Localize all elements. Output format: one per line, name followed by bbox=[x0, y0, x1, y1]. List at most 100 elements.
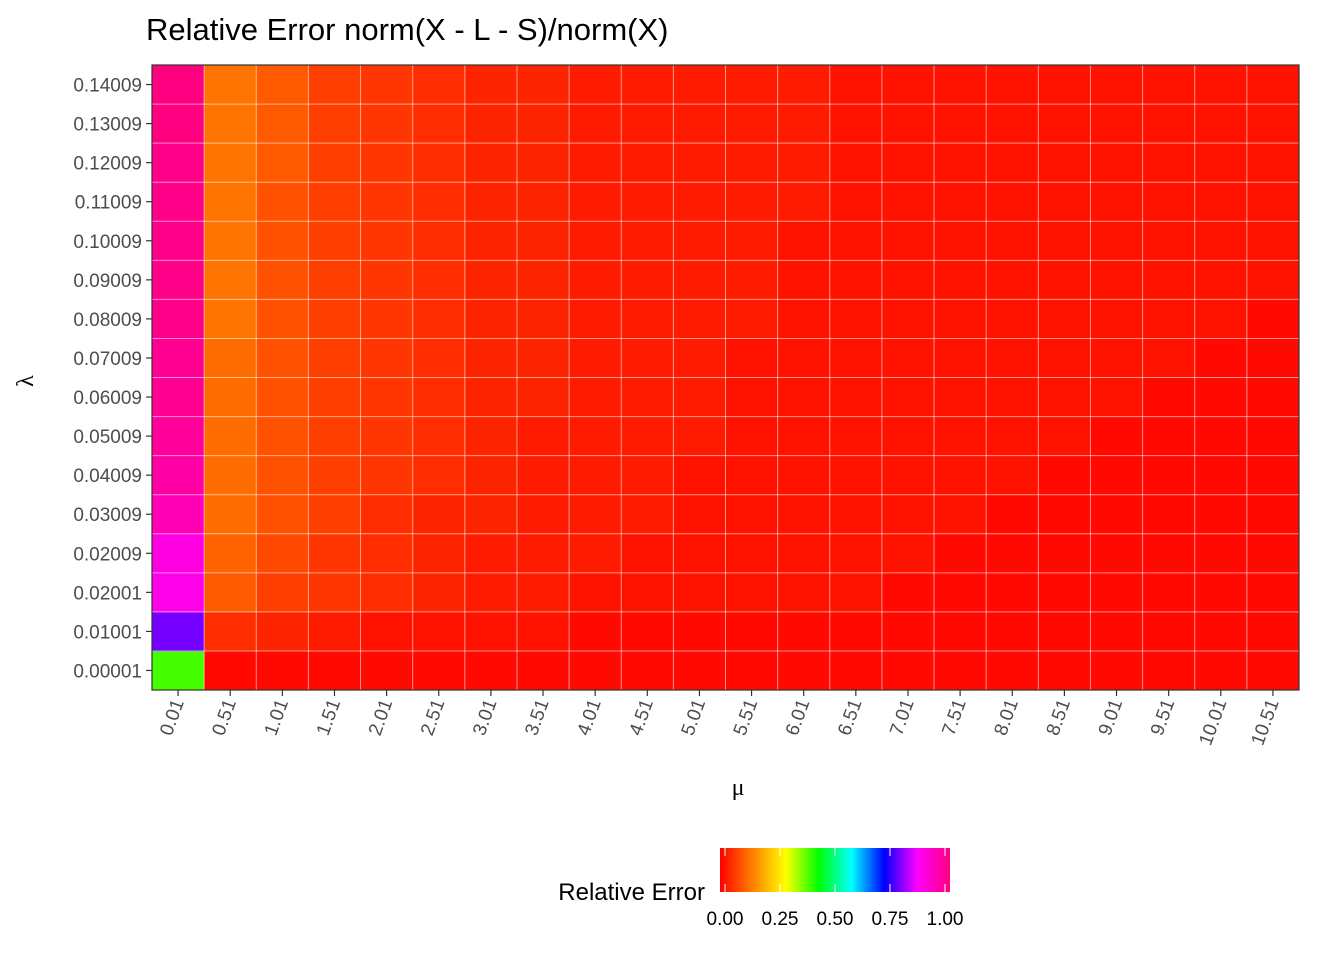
heatmap-cell bbox=[1142, 494, 1196, 535]
heatmap-cell bbox=[829, 572, 883, 613]
heatmap-cell bbox=[256, 104, 309, 144]
heatmap-cell bbox=[464, 533, 518, 574]
y-tick-label: 0.12009 bbox=[73, 154, 142, 175]
heatmap-cell bbox=[360, 143, 414, 183]
heatmap-cell bbox=[934, 650, 987, 691]
heatmap-cell bbox=[777, 299, 831, 339]
heatmap-cell bbox=[1142, 611, 1196, 652]
heatmap-cell bbox=[673, 143, 726, 183]
heatmap-cell bbox=[881, 377, 935, 418]
heatmap-cell bbox=[308, 65, 362, 105]
heatmap-cell bbox=[412, 377, 466, 418]
heatmap-cell bbox=[464, 650, 518, 691]
heatmap-cell bbox=[152, 650, 205, 691]
heatmap-cell bbox=[881, 416, 935, 457]
heatmap-cell bbox=[829, 494, 883, 535]
heatmap-cell bbox=[152, 611, 205, 652]
heatmap-cell bbox=[412, 455, 466, 496]
heatmap-cell bbox=[934, 611, 987, 652]
heatmap-cell bbox=[881, 533, 935, 574]
heatmap-cell bbox=[673, 533, 726, 574]
heatmap-cell bbox=[152, 455, 205, 496]
heatmap-cell bbox=[152, 104, 205, 144]
heatmap-cell bbox=[777, 221, 831, 261]
heatmap-cell bbox=[673, 611, 726, 652]
heatmap-cell bbox=[256, 299, 309, 339]
heatmap-cell bbox=[986, 455, 1039, 496]
heatmap-cell bbox=[256, 338, 309, 378]
heatmap-cell bbox=[412, 611, 466, 652]
x-tick-label: 8.01 bbox=[991, 697, 1023, 739]
heatmap-cell bbox=[621, 65, 674, 105]
heatmap-cell bbox=[516, 650, 570, 691]
heatmap-cell bbox=[1194, 104, 1248, 144]
heatmap-cell bbox=[829, 455, 883, 496]
heatmap-cell bbox=[1090, 416, 1144, 457]
heatmap-cell bbox=[725, 182, 779, 222]
heatmap-cell bbox=[881, 65, 935, 105]
x-tick-label: 5.01 bbox=[678, 697, 710, 739]
heatmap-cell bbox=[569, 416, 622, 457]
heatmap-cell bbox=[673, 182, 726, 222]
heatmap-cell bbox=[725, 611, 779, 652]
heatmap-cell bbox=[256, 611, 309, 652]
heatmap-cell bbox=[829, 650, 883, 691]
heatmap-cell bbox=[881, 260, 935, 300]
heatmap-cell bbox=[621, 494, 674, 535]
heatmap-cell bbox=[360, 650, 414, 691]
heatmap-cell bbox=[308, 221, 362, 261]
heatmap-cell bbox=[1142, 260, 1196, 300]
heatmap-cell bbox=[881, 182, 935, 222]
y-tick-label: 0.02009 bbox=[73, 544, 142, 565]
heatmap-cell bbox=[1038, 611, 1091, 652]
heatmap-cell bbox=[569, 104, 622, 144]
legend-tick-label: 1.00 bbox=[927, 909, 964, 930]
x-tick-label: 2.01 bbox=[365, 697, 397, 739]
heatmap-cell bbox=[360, 221, 414, 261]
heatmap-cell bbox=[152, 65, 205, 105]
legend-tick-label: 0.25 bbox=[762, 909, 799, 930]
heatmap-cell bbox=[1090, 650, 1144, 691]
heatmap-cell bbox=[308, 650, 362, 691]
heatmap-cell bbox=[204, 533, 257, 574]
heatmap-cell bbox=[986, 416, 1039, 457]
heatmap-cell bbox=[256, 377, 309, 418]
heatmap-cell bbox=[412, 65, 466, 105]
heatmap-cell bbox=[256, 572, 309, 613]
heatmap-cell bbox=[1194, 338, 1248, 378]
heatmap-cell bbox=[621, 104, 674, 144]
heatmap-cell bbox=[569, 143, 622, 183]
heatmap-cell bbox=[360, 611, 414, 652]
heatmap-cell bbox=[204, 338, 257, 378]
heatmap-cell bbox=[1090, 299, 1144, 339]
heatmap-cell bbox=[1038, 260, 1091, 300]
heatmap-cell bbox=[569, 572, 622, 613]
heatmap-cell bbox=[934, 572, 987, 613]
heatmap-cell bbox=[308, 143, 362, 183]
heatmap-cell bbox=[412, 572, 466, 613]
heatmap-cell bbox=[1246, 299, 1300, 339]
heatmap-cell bbox=[412, 416, 466, 457]
heatmap-cell bbox=[829, 143, 883, 183]
heatmap-cell bbox=[621, 143, 674, 183]
y-tick-label: 0.04009 bbox=[73, 466, 142, 487]
heatmap-cell bbox=[1194, 221, 1248, 261]
heatmap-cell bbox=[621, 572, 674, 613]
x-tick-label: 8.51 bbox=[1043, 697, 1075, 739]
heatmap-cell bbox=[725, 260, 779, 300]
heatmap-cell bbox=[1038, 299, 1091, 339]
heatmap-cell bbox=[569, 650, 622, 691]
heatmap-cell bbox=[256, 182, 309, 222]
heatmap-cell bbox=[152, 221, 205, 261]
heatmap-cell bbox=[1038, 377, 1091, 418]
heatmap-cell bbox=[1090, 455, 1144, 496]
heatmap-cell bbox=[725, 221, 779, 261]
y-tick-label: 0.10009 bbox=[73, 232, 142, 253]
heatmap-cell bbox=[204, 104, 257, 144]
heatmap-cell bbox=[829, 65, 883, 105]
heatmap-cell bbox=[569, 182, 622, 222]
heatmap-cell bbox=[308, 377, 362, 418]
heatmap-cell bbox=[934, 338, 987, 378]
heatmap-cell bbox=[1246, 455, 1300, 496]
heatmap-cell bbox=[1246, 494, 1300, 535]
